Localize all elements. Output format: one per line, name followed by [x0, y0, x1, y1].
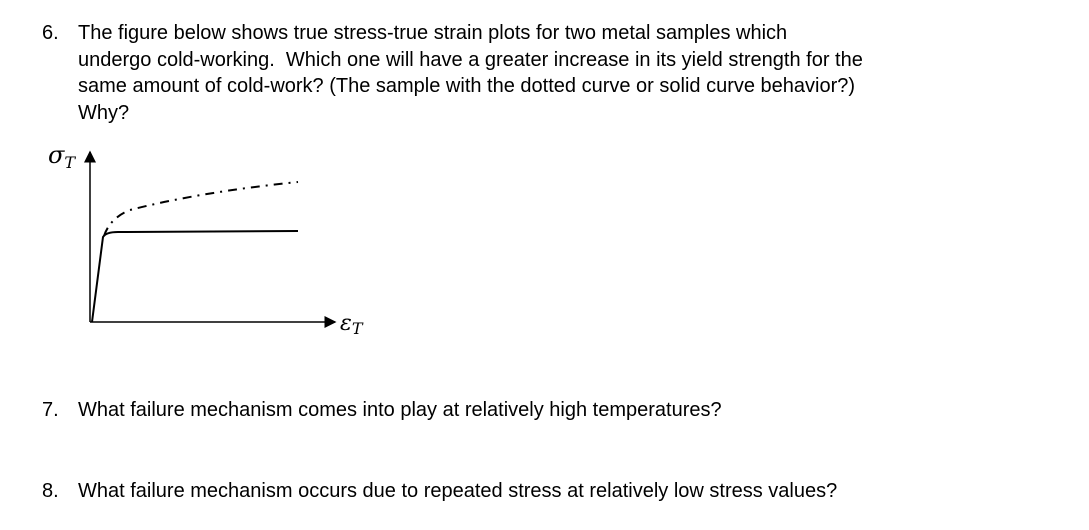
text-line: What failure mechanism occurs due to rep… [78, 480, 838, 502]
question-text: The figure below shows true stress-true … [78, 20, 863, 126]
text-line: The figure below shows true stress-true … [78, 22, 788, 44]
question-number: 6. [42, 22, 59, 44]
y-label-subscript: T [64, 153, 76, 172]
x-label-subscript: T [352, 319, 364, 338]
solid-curve [91, 230, 299, 323]
x-label-symbol: ε [340, 311, 352, 336]
question-number: 8. [42, 480, 59, 502]
x-label: εT [340, 311, 364, 338]
text-line: What failure mechanism comes into play a… [78, 399, 722, 421]
y-label-symbol: σ [48, 141, 65, 169]
question-number: 7. [42, 399, 59, 421]
question-text: What failure mechanism occurs due to rep… [78, 478, 837, 505]
text-line: same amount of cold-work? (The sample wi… [78, 75, 856, 97]
text-line: undergo cold-working. Which one will hav… [78, 48, 863, 71]
text-line: Why? [78, 101, 130, 124]
question-text: What failure mechanism comes into play a… [78, 397, 722, 424]
y-label: σT [48, 141, 76, 172]
dotted-curve [103, 181, 299, 237]
